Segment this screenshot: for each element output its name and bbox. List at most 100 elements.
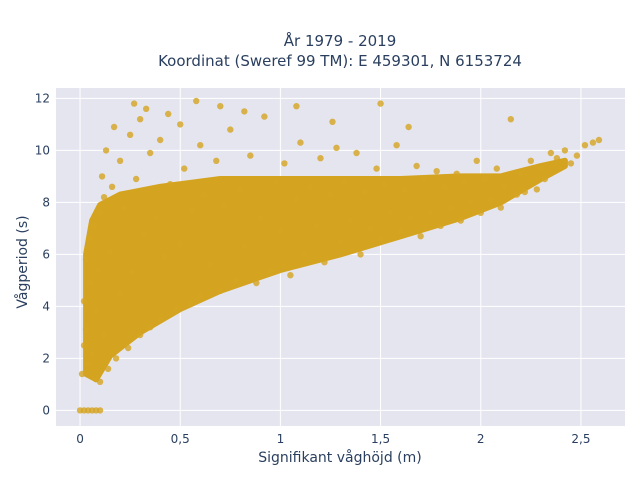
data-point (96, 378, 104, 385)
data-point (341, 178, 348, 185)
data-point (377, 235, 384, 242)
data-point (467, 199, 474, 206)
data-points (76, 97, 603, 414)
data-point (189, 207, 196, 214)
data-point (273, 178, 280, 185)
data-point (181, 165, 188, 172)
data-point (421, 175, 428, 183)
data-point (507, 116, 514, 123)
y-tick-label: 8 (42, 195, 50, 209)
data-point (201, 191, 208, 198)
data-point (177, 240, 184, 248)
data-point (337, 238, 344, 245)
data-point (126, 131, 134, 138)
data-point (367, 225, 374, 232)
y-tick-label: 2 (42, 351, 50, 365)
data-point (517, 170, 525, 177)
data-point (317, 155, 324, 162)
data-point (405, 123, 412, 131)
data-point (197, 142, 204, 149)
data-point (553, 155, 561, 162)
data-point (112, 355, 120, 362)
data-point (381, 181, 388, 188)
data-point (581, 142, 589, 149)
data-point (527, 157, 535, 164)
data-point (167, 181, 174, 188)
data-point (80, 298, 88, 305)
data-point (533, 186, 541, 193)
data-point (329, 118, 336, 126)
data-point (120, 204, 128, 211)
data-point (142, 105, 150, 113)
data-point (281, 160, 288, 167)
data-point (132, 175, 140, 183)
point-cloud (83, 157, 568, 383)
data-point (98, 173, 106, 180)
data-point (373, 165, 380, 172)
data-point (401, 186, 408, 193)
data-point (433, 168, 440, 175)
data-point (136, 116, 144, 123)
data-point (301, 251, 308, 258)
data-point (457, 217, 464, 224)
data-point (541, 175, 549, 183)
data-point (321, 259, 328, 266)
data-point (96, 407, 104, 414)
data-point (595, 136, 603, 144)
data-point (333, 144, 340, 151)
data-point (160, 253, 168, 261)
data-point (427, 209, 434, 216)
data-point (221, 201, 228, 209)
data-point (293, 196, 300, 203)
data-point (573, 152, 581, 159)
data-point (501, 183, 508, 190)
data-point (96, 209, 104, 216)
data-point (207, 261, 214, 268)
data-point (407, 214, 414, 222)
data-point (547, 149, 555, 157)
data-point (241, 108, 248, 115)
data-point (92, 308, 100, 315)
data-point (217, 103, 224, 110)
x-tick-label: 1,5 (371, 432, 390, 446)
data-point (561, 147, 569, 154)
data-point (116, 157, 124, 164)
data-point (152, 214, 160, 222)
data-point (461, 178, 468, 185)
data-point (453, 170, 460, 177)
data-point (140, 230, 148, 237)
x-tick-label: 1 (277, 432, 285, 446)
data-point (277, 227, 284, 235)
data-point (377, 100, 384, 107)
data-point (387, 209, 394, 216)
data-point (102, 147, 110, 154)
x-axis-ticks: 0 0,5 1 1,5 2 2,5 (76, 432, 590, 446)
x-axis-title: Signifikant våghöjd (m) (258, 449, 421, 466)
data-point (267, 266, 274, 274)
data-point (393, 142, 400, 149)
data-point (78, 370, 86, 378)
data-point (357, 251, 364, 258)
y-axis-title: Vågperiod (s) (14, 215, 31, 308)
y-axis-ticks: 0 2 4 6 8 10 12 (35, 91, 50, 417)
data-point (521, 188, 529, 196)
data-point (437, 222, 444, 229)
y-tick-label: 4 (42, 299, 50, 313)
data-point (128, 269, 136, 276)
chart-title: År 1979 - 2019 (284, 31, 397, 50)
data-point (513, 191, 521, 198)
data-point (106, 248, 114, 255)
data-point (227, 126, 234, 133)
data-point (253, 279, 260, 287)
data-point (116, 290, 124, 297)
data-point (477, 209, 484, 216)
data-point (104, 365, 112, 372)
data-point (497, 204, 504, 211)
data-point (156, 136, 164, 144)
y-tick-label: 12 (35, 91, 50, 105)
data-point (146, 324, 154, 331)
data-point (84, 360, 92, 367)
data-point (130, 100, 138, 107)
data-point (86, 235, 94, 242)
data-point (173, 305, 180, 313)
